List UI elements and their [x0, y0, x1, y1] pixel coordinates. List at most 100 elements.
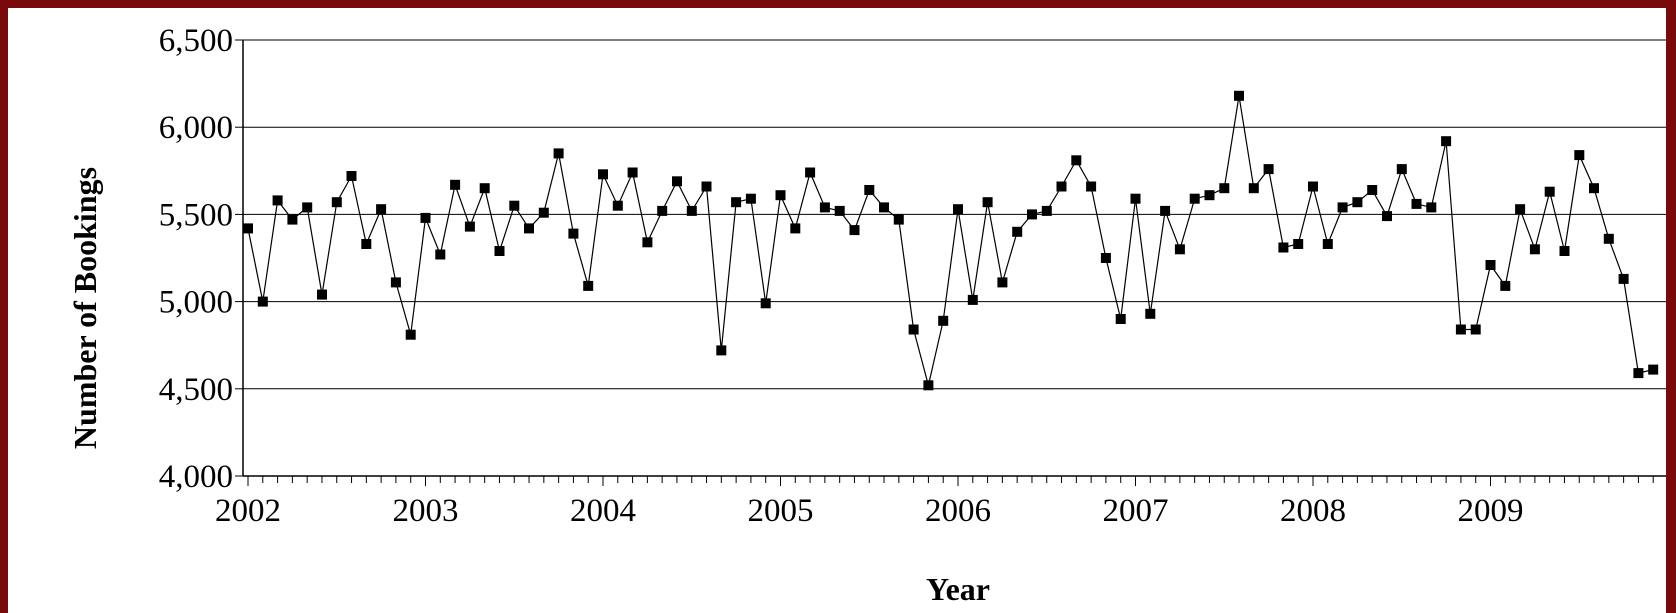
- data-point-2: [273, 195, 283, 205]
- data-point-10: [391, 277, 401, 287]
- data-point-37: [790, 223, 800, 233]
- data-point-6: [332, 197, 342, 207]
- y-tick-labels: 4,0004,5005,0005,5006,0006,500: [159, 23, 233, 495]
- data-point-7: [347, 171, 357, 181]
- data-point-53: [1027, 209, 1037, 219]
- data-point-39: [820, 202, 830, 212]
- data-point-24: [598, 169, 608, 179]
- data-point-28: [657, 206, 667, 216]
- data-point-30: [687, 206, 697, 216]
- data-point-0: [243, 223, 253, 233]
- data-point-72: [1308, 182, 1318, 192]
- y-tick-label: 4,500: [159, 372, 233, 408]
- data-point-60: [1131, 194, 1141, 204]
- data-point-70: [1278, 243, 1288, 253]
- data-point-8: [361, 239, 371, 249]
- data-point-82: [1456, 325, 1466, 335]
- data-point-57: [1086, 182, 1096, 192]
- data-point-90: [1574, 150, 1584, 160]
- data-point-74: [1338, 202, 1348, 212]
- data-point-71: [1293, 239, 1303, 249]
- data-point-93: [1619, 274, 1629, 284]
- data-point-41: [850, 225, 860, 235]
- data-point-75: [1352, 197, 1362, 207]
- data-point-66: [1219, 183, 1229, 193]
- data-point-62: [1160, 206, 1170, 216]
- data-point-65: [1205, 190, 1215, 200]
- y-tick-label: 5,000: [159, 285, 233, 321]
- data-point-45: [909, 325, 919, 335]
- data-point-36: [776, 190, 786, 200]
- data-point-76: [1367, 185, 1377, 195]
- data-point-9: [376, 204, 386, 214]
- data-point-51: [997, 277, 1007, 287]
- x-tick-label: 2007: [1103, 493, 1169, 529]
- data-point-47: [938, 316, 948, 326]
- x-tick-label: 2008: [1280, 493, 1346, 529]
- data-point-69: [1264, 164, 1274, 174]
- data-point-68: [1249, 183, 1259, 193]
- data-point-3: [287, 215, 297, 225]
- y-axis-title: Number of Bookings: [67, 167, 103, 449]
- data-point-67: [1234, 91, 1244, 101]
- data-point-15: [465, 222, 475, 232]
- data-point-59: [1116, 314, 1126, 324]
- data-point-58: [1101, 253, 1111, 263]
- data-point-1: [258, 297, 268, 307]
- data-point-95: [1648, 365, 1658, 375]
- data-point-25: [613, 201, 623, 211]
- data-point-44: [894, 215, 904, 225]
- data-point-50: [983, 197, 993, 207]
- data-point-88: [1545, 187, 1555, 197]
- data-point-48: [953, 204, 963, 214]
- data-point-46: [923, 380, 933, 390]
- data-point-18: [509, 201, 519, 211]
- data-point-11: [406, 330, 416, 340]
- x-tick-label: 2009: [1458, 493, 1524, 529]
- x-tick-labels: 2002 2003 2004 2005 2006 2007 2008 2009: [215, 493, 1524, 529]
- data-point-89: [1560, 246, 1570, 256]
- data-point-26: [628, 168, 638, 178]
- data-point-49: [968, 295, 978, 305]
- data-point-38: [805, 168, 815, 178]
- data-point-86: [1515, 204, 1525, 214]
- data-point-80: [1426, 202, 1436, 212]
- x-tick-label: 2002: [215, 493, 281, 529]
- x-axis-title: Year: [926, 571, 990, 607]
- data-point-92: [1604, 234, 1614, 244]
- data-point-42: [864, 185, 874, 195]
- x-tick-label: 2005: [748, 493, 814, 529]
- data-point-34: [746, 194, 756, 204]
- data-point-91: [1589, 183, 1599, 193]
- data-point-94: [1633, 368, 1643, 378]
- gridlines: [243, 40, 1666, 476]
- data-point-23: [583, 281, 593, 291]
- data-point-22: [568, 229, 578, 239]
- data-point-79: [1412, 199, 1422, 209]
- data-markers: [243, 91, 1658, 391]
- data-point-35: [761, 298, 771, 308]
- data-point-16: [480, 183, 490, 193]
- data-point-77: [1382, 211, 1392, 221]
- data-point-4: [302, 202, 312, 212]
- data-point-29: [672, 176, 682, 186]
- data-point-63: [1175, 244, 1185, 254]
- data-point-33: [731, 197, 741, 207]
- y-tick-label: 6,500: [159, 23, 233, 59]
- data-point-13: [435, 250, 445, 260]
- data-point-52: [1012, 227, 1022, 237]
- x-tick-label: 2004: [570, 493, 636, 529]
- data-point-17: [495, 246, 505, 256]
- chart-frame: 4,000 4,500 5,000 5,500 6,000 6,500 2002 2003 2…: [8, 8, 1666, 613]
- data-point-87: [1530, 244, 1540, 254]
- data-point-61: [1145, 309, 1155, 319]
- y-tick-label: 6,000: [159, 110, 233, 146]
- data-point-21: [554, 148, 564, 158]
- data-point-78: [1397, 164, 1407, 174]
- data-point-81: [1441, 136, 1451, 146]
- data-point-85: [1500, 281, 1510, 291]
- data-point-5: [317, 290, 327, 300]
- y-tick-label: 5,500: [159, 197, 233, 233]
- x-tick-label: 2003: [393, 493, 459, 529]
